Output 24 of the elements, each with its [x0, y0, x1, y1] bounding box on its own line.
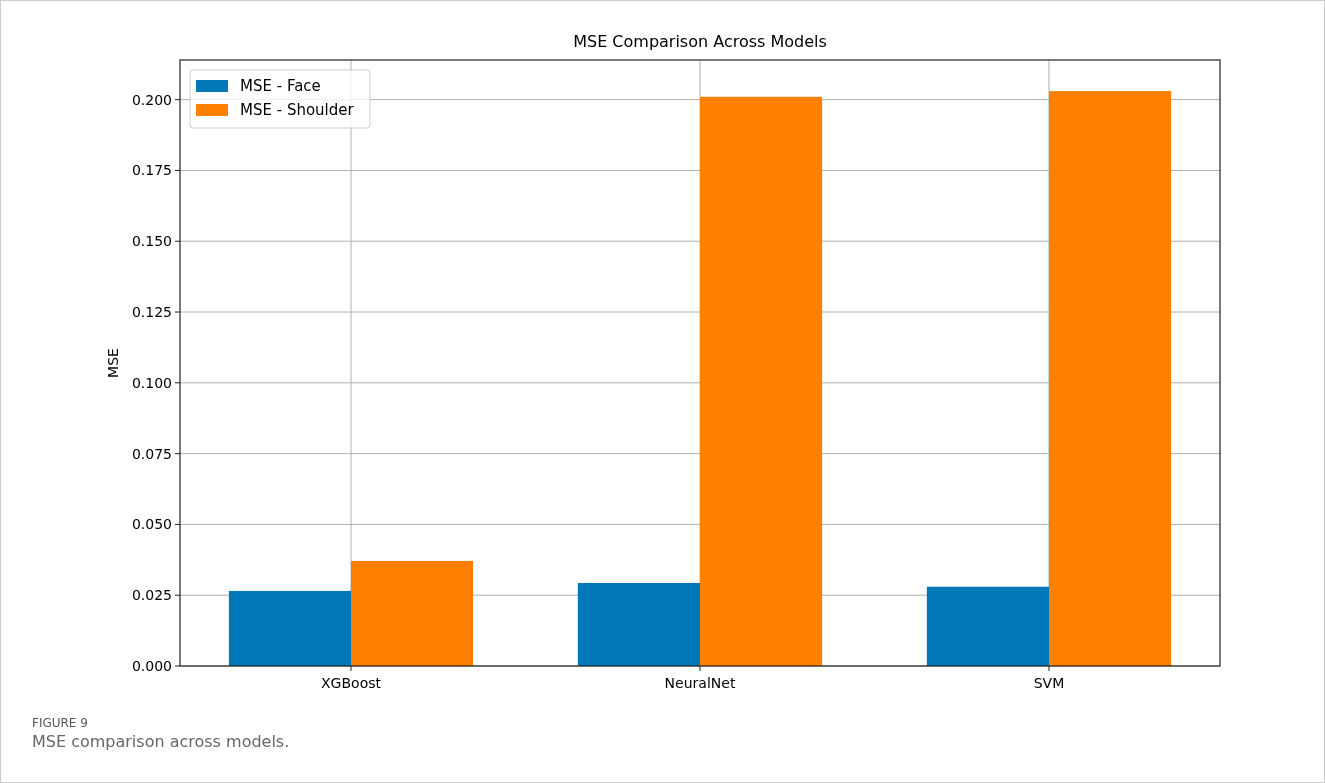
caption: FIGURE 9 — [32, 716, 88, 730]
bar — [577, 583, 700, 666]
chart-title: MSE Comparison Across Models — [573, 32, 827, 51]
x-tick-label: SVM — [1033, 675, 1065, 691]
y-tick-label: 0.025 — [131, 587, 172, 604]
text: MSE comparison across models. — [32, 732, 290, 751]
legend-label: MSE - Shoulder — [240, 101, 355, 120]
y-tick-label: 0.100 — [131, 374, 172, 391]
bar — [700, 96, 823, 666]
y-tick-label: 0.150 — [131, 233, 172, 250]
bar — [228, 590, 352, 666]
y-tick-label: 0.000 — [131, 657, 172, 674]
y-axis-title: MSE — [105, 348, 121, 378]
legend-label: MSE - Face — [240, 77, 321, 96]
bar — [1048, 91, 1172, 666]
y-tick-label: 0.125 — [131, 303, 172, 320]
x-tick-label: NeuralNet — [664, 675, 736, 691]
y-tick-label: 0.200 — [131, 91, 172, 108]
y-tick-label: 0.175 — [131, 162, 172, 179]
y-tick-label: 0.075 — [131, 445, 172, 462]
y-tick-label: 0.050 — [131, 516, 172, 533]
bar — [926, 586, 1049, 666]
bar — [351, 560, 474, 666]
x-tick-label: XGBoost — [321, 675, 382, 691]
